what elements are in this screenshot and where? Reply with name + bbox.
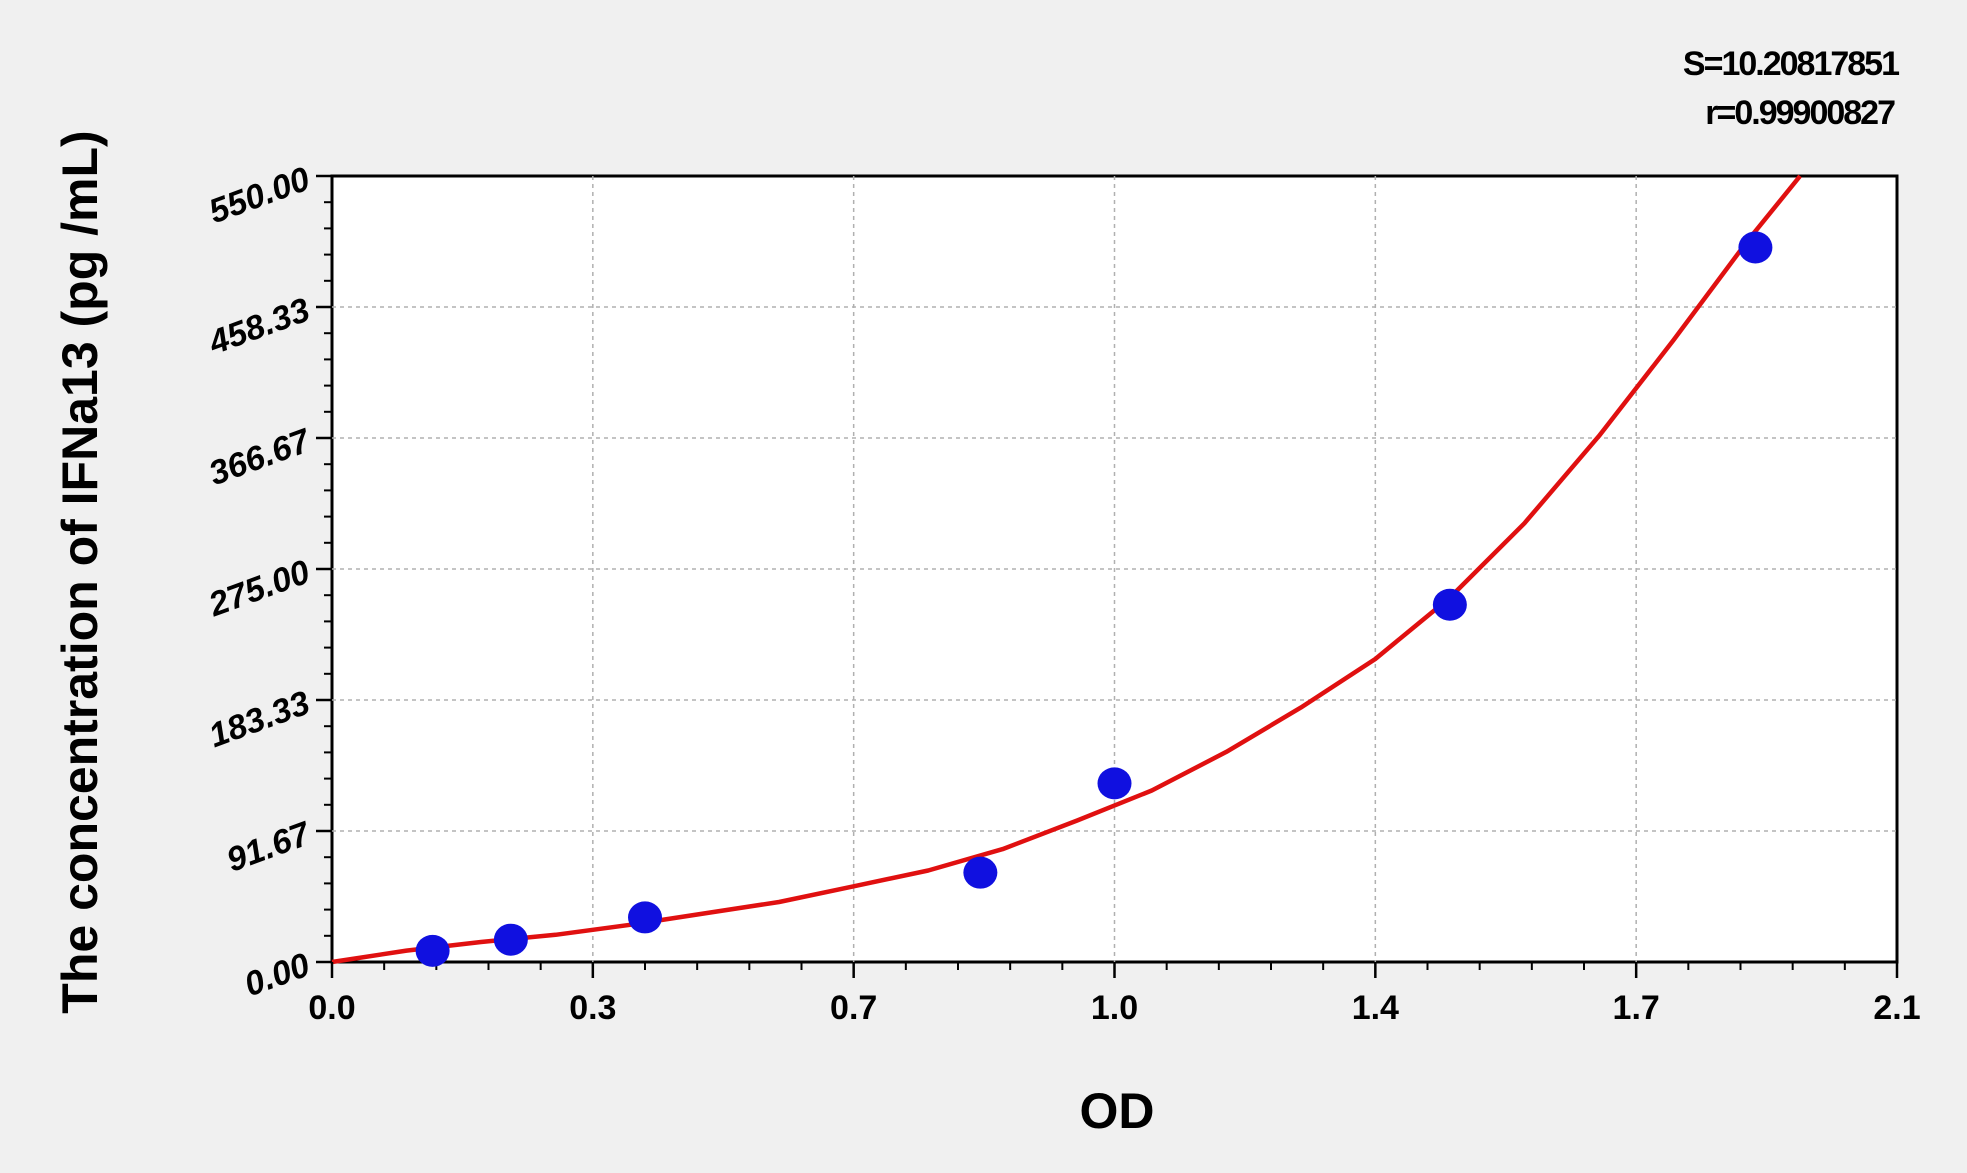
s-statistic: S=10.20817851 [1683, 45, 1899, 83]
minor-ticks [324, 201, 1846, 970]
grid-lines [332, 176, 1897, 962]
x-tick-label: 1.7 [1613, 989, 1660, 1027]
x-axis-title: OD [1080, 1083, 1155, 1139]
y-tick-label: 275.00 [203, 553, 315, 625]
data-point [1097, 767, 1132, 800]
y-axis-title: The concentration of IFNa13 (pg /mL) [52, 130, 108, 1013]
x-tick-label: 0.0 [308, 989, 355, 1027]
x-tick-label: 0.3 [569, 989, 616, 1027]
y-tick-label: 458.33 [203, 291, 315, 363]
fit-curve-layer [331, 174, 1802, 965]
y-tick-label: 366.67 [204, 421, 317, 493]
y-tick-label: 0.00 [240, 946, 315, 1004]
y-axis-ticks: 0.00 91.67 183.33 275.00 366.67 458.33 550.00 [203, 160, 332, 1004]
data-point [963, 856, 998, 889]
y-tick-label: 183.33 [204, 684, 315, 755]
data-points-layer [415, 231, 1773, 967]
data-point [628, 901, 662, 934]
x-tick-label: 1.0 [1091, 989, 1138, 1027]
x-axis-ticks: 0.0 0.3 0.7 1.0 1.4 1.7 2.1 [308, 962, 1921, 1027]
data-point [1738, 231, 1773, 264]
fit-curve [331, 174, 1802, 965]
x-tick-label: 1.4 [1352, 989, 1399, 1027]
x-tick-label: 2.1 [1873, 989, 1920, 1027]
x-tick-label: 0.7 [830, 989, 877, 1027]
data-point [493, 923, 528, 956]
r-statistic: r=0.99900827 [1705, 94, 1895, 132]
data-point [415, 934, 450, 967]
y-tick-label: 550.00 [204, 160, 315, 231]
y-tick-label: 91.67 [222, 814, 317, 880]
data-point [1432, 588, 1467, 621]
